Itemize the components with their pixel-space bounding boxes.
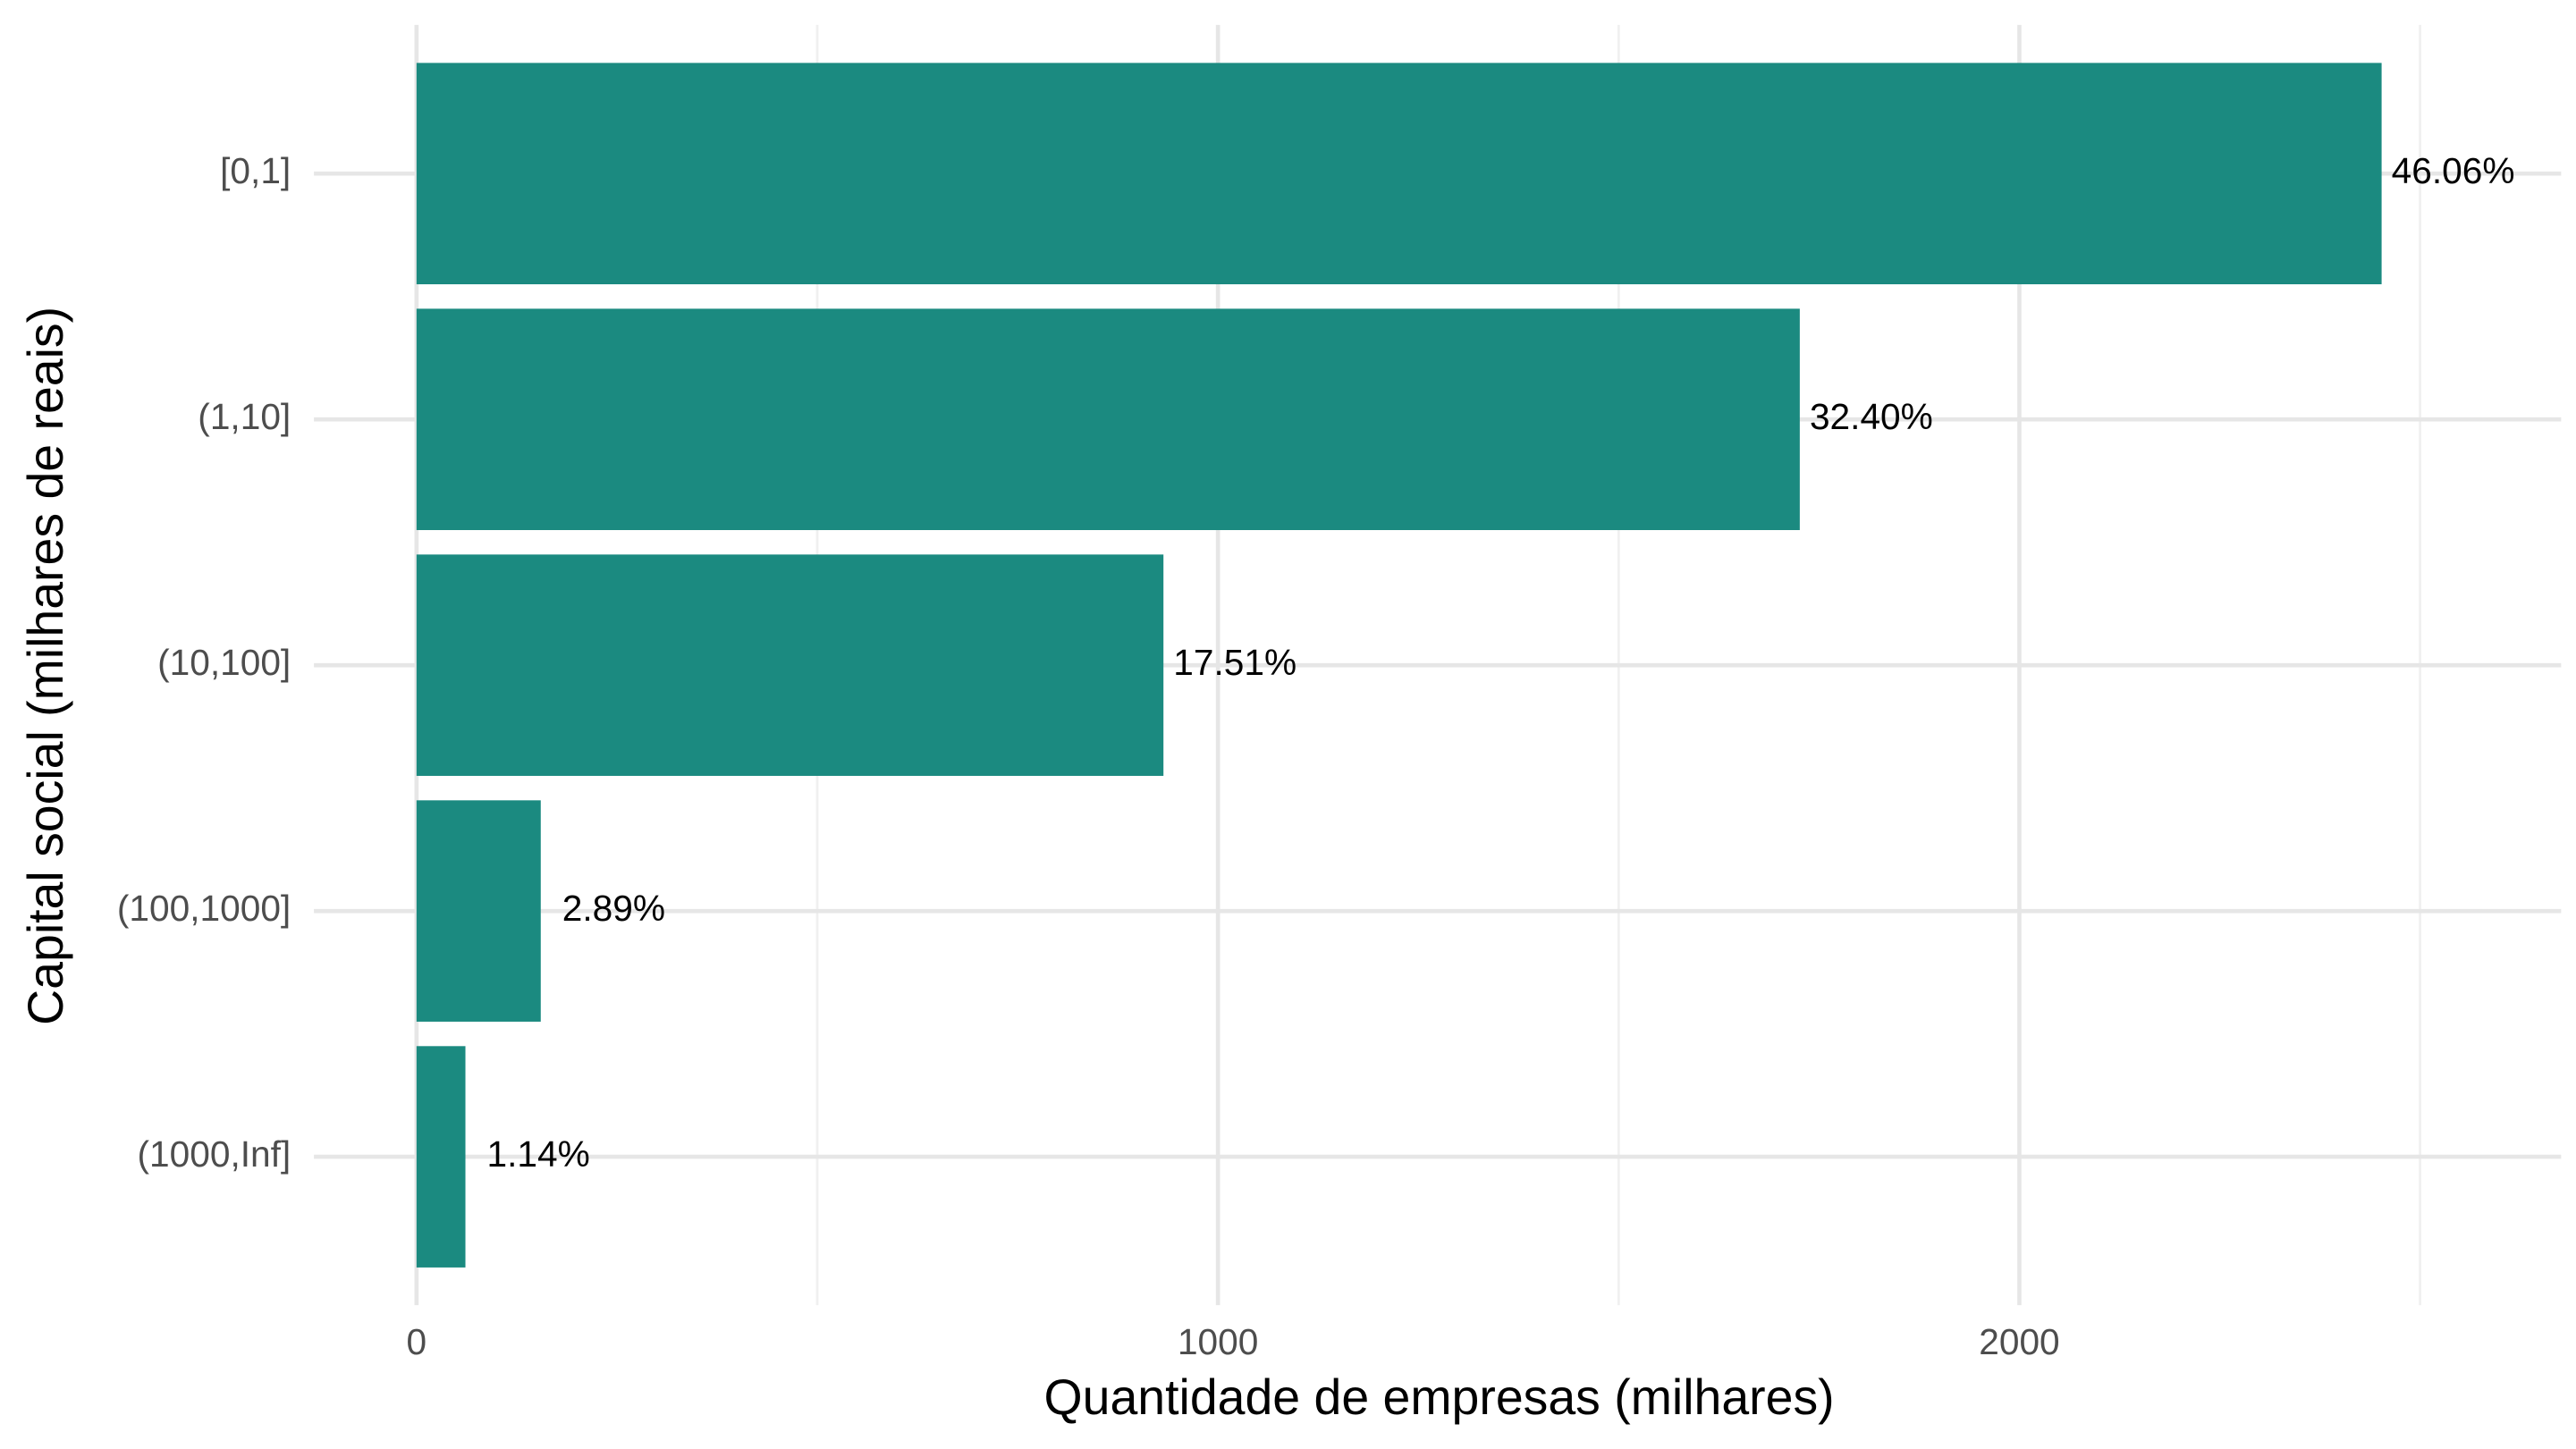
value-label: 1.14% (487, 1133, 590, 1175)
value-label: 17.51% (1173, 642, 1296, 683)
x-tick-label: 2000 (1979, 1321, 2059, 1362)
x-tick-label: 0 (407, 1321, 427, 1362)
bar (416, 1046, 466, 1268)
value-label: 46.06% (2392, 150, 2515, 191)
value-label: 32.40% (1810, 396, 1933, 437)
y-tick-label: (1,10] (198, 396, 291, 437)
bar (416, 800, 541, 1022)
value-label: 2.89% (562, 888, 665, 929)
x-tick-label: 1000 (1178, 1321, 1258, 1362)
bar (416, 554, 1164, 776)
y-tick-label: (100,1000] (117, 888, 291, 929)
y-axis-title: Capital social (milhares de reais) (18, 307, 73, 1025)
y-tick-label: [0,1] (220, 150, 291, 191)
y-tick-label: (1000,Inf] (138, 1133, 291, 1175)
bar (416, 308, 1800, 530)
x-axis-title: Quantidade de empresas (milhares) (1044, 1369, 1835, 1425)
bar (416, 63, 2382, 285)
y-tick-label: (10,100] (157, 642, 291, 683)
